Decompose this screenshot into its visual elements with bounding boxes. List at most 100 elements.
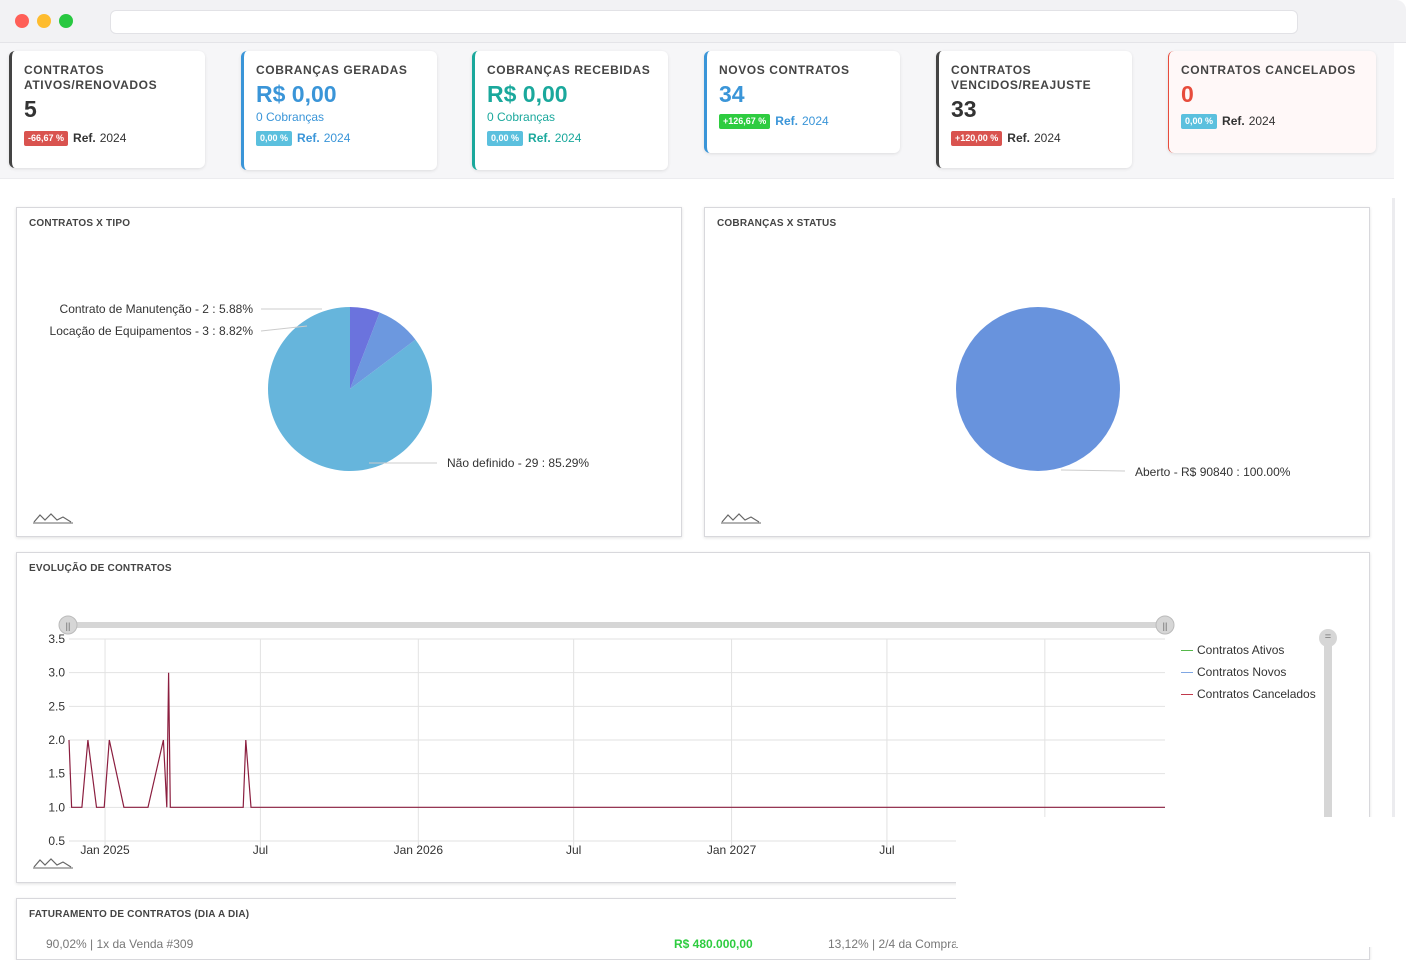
kpi-change-badge: 0,00 %	[487, 130, 524, 146]
y-tick-label: 1.0	[48, 800, 65, 814]
kpi-card-cobrancas-recebidas: COBRANÇAS RECEBIDAS R$ 0,00 0 Cobranças …	[472, 51, 668, 170]
y-tick-label: 0.5	[48, 834, 65, 848]
faturamento-fragment-left: 90,02% | 1x da Venda #309	[46, 937, 194, 951]
legend-item-contratos-novos[interactable]: Contratos Novos	[1181, 665, 1286, 679]
kpi-ref-year: 2024	[554, 131, 582, 145]
kpi-label: CONTRATOS VENCIDOS/REAJUSTE	[951, 63, 1092, 92]
kpi-label: COBRANÇAS RECEBIDAS	[487, 63, 651, 77]
range-slider-track[interactable]	[69, 622, 1165, 628]
pie-slice[interactable]	[268, 307, 432, 471]
kpi-strip: CONTRATOS ATIVOS/RENOVADOS 5 -66,67 % Re…	[0, 43, 1394, 179]
pie-label-line	[1060, 469, 1126, 472]
x-tick-label: Jul	[566, 843, 581, 857]
minimize-window-icon[interactable]	[37, 14, 51, 28]
kpi-value: R$ 0,00	[487, 81, 568, 107]
kpi-value: R$ 0,00	[256, 81, 337, 107]
pie-chart-cobrancas-status: Aberto - R$ 90840 : 100.00%	[956, 307, 1291, 479]
x-tick-label: Jan 2027	[707, 843, 757, 857]
legend-swatch	[1181, 672, 1193, 674]
x-tick-label: Jan 2025	[80, 843, 130, 857]
panel-title: COBRANÇAS X STATUS	[717, 218, 837, 229]
kpi-ref-year: 2024	[323, 131, 351, 145]
kpi-ref-prefix: Ref.	[297, 131, 320, 145]
pie-label: Locação de Equipamentos - 3 : 8.82%	[50, 324, 254, 338]
kpi-reference: 0,00 % Ref. 2024	[256, 130, 437, 146]
kpi-ref-year: 2024	[1033, 131, 1061, 145]
legend-label: Contratos Ativos	[1197, 643, 1285, 657]
chart-type-icon[interactable]	[33, 510, 73, 524]
kpi-card-cobrancas-geradas: COBRANÇAS GERADAS R$ 0,00 0 Cobranças 0,…	[241, 51, 437, 170]
legend-label: Contratos Novos	[1197, 665, 1287, 679]
kpi-label: CONTRATOS ATIVOS/RENOVADOS	[24, 63, 158, 92]
x-tick-label: Jul	[879, 843, 894, 857]
kpi-ref-prefix: Ref.	[528, 131, 551, 145]
kpi-ref-prefix: Ref.	[1222, 114, 1245, 128]
kpi-reference: +126,67 % Ref. 2024	[719, 113, 900, 129]
panel-title: FATURAMENTO DE CONTRATOS (DIA A DIA)	[29, 909, 250, 920]
address-bar[interactable]	[110, 10, 1298, 34]
kpi-reference: 0,00 % Ref. 2024	[487, 130, 668, 146]
panel-title: EVOLUÇÃO DE CONTRATOS	[29, 563, 172, 574]
faturamento-fragment-mid: R$ 480.000,00	[674, 937, 753, 951]
legend-item-contratos-cancelados[interactable]: Contratos Cancelados	[1181, 687, 1316, 701]
panel-contratos-tipo: CONTRATOS X TIPO Não definido - 29 : 85.…	[16, 207, 682, 537]
content-edge	[1392, 198, 1395, 818]
kpi-ref-year: 2024	[801, 114, 829, 128]
legend-scrollbar[interactable]	[1324, 637, 1332, 819]
kpi-value: 0	[1181, 81, 1194, 107]
kpi-sub: 0 Cobranças	[487, 110, 556, 124]
close-window-icon[interactable]	[15, 14, 29, 28]
range-slider-handle-icon[interactable]	[1155, 615, 1175, 635]
series-line-contratos-cancelados[interactable]	[68, 672, 1165, 808]
pie-chart-contratos-tipo: Não definido - 29 : 85.29% Locação de Equ…	[50, 302, 589, 471]
kpi-card-contratos-vencidos: CONTRATOS VENCIDOS/REAJUSTE 33 +120,00 %…	[936, 51, 1132, 168]
y-tick-label: 1.5	[48, 767, 65, 781]
pie-label: Não definido - 29 : 85.29%	[447, 456, 589, 470]
kpi-change-badge: +126,67 %	[719, 113, 771, 129]
kpi-label: NOVOS CONTRATOS	[719, 63, 850, 77]
kpi-change-badge: 0,00 %	[256, 130, 293, 146]
kpi-card-novos-contratos: NOVOS CONTRATOS 34 +126,67 % Ref. 2024	[704, 51, 900, 153]
pie-slice[interactable]	[350, 307, 380, 389]
kpi-reference: 0,00 % Ref. 2024	[1181, 113, 1376, 129]
handle-grip-icon: ||	[66, 621, 71, 631]
pie-label: Contrato de Manutenção - 2 : 5.88%	[60, 302, 254, 316]
x-tick-label: Jul	[253, 843, 268, 857]
y-tick-label: 2.0	[48, 733, 65, 747]
kpi-value: 33	[951, 96, 977, 122]
panel-title: CONTRATOS X TIPO	[29, 218, 131, 229]
chart-type-icon[interactable]	[721, 510, 761, 524]
kpi-label: COBRANÇAS GERADAS	[256, 63, 408, 77]
kpi-card-contratos-cancelados: CONTRATOS CANCELADOS 0 0,00 % Ref. 2024	[1168, 51, 1376, 153]
faturamento-fragment-right: 13,12% | 2/4 da Compra	[828, 937, 958, 951]
cropped-area	[956, 817, 1406, 947]
kpi-reference: -66,67 % Ref. 2024	[24, 130, 205, 146]
maximize-window-icon[interactable]	[59, 14, 73, 28]
x-tick-label: Jan 2026	[394, 843, 444, 857]
kpi-ref-prefix: Ref.	[775, 114, 798, 128]
kpi-value: 34	[719, 81, 745, 107]
y-tick-label: 3.0	[48, 666, 65, 680]
legend-label: Contratos Cancelados	[1197, 687, 1316, 701]
range-slider-handle-icon[interactable]	[58, 615, 78, 635]
pie-label-line	[260, 325, 308, 332]
kpi-ref-prefix: Ref.	[1007, 131, 1030, 145]
pie-slice[interactable]	[350, 312, 416, 389]
legend-item-contratos-ativos[interactable]: Contratos Ativos	[1181, 643, 1284, 657]
legend-scroll-handle-icon[interactable]: =	[1319, 629, 1337, 647]
kpi-change-badge: +120,00 %	[951, 130, 1003, 146]
pie-label: Aberto - R$ 90840 : 100.00%	[1135, 465, 1291, 479]
pie-slice[interactable]	[956, 307, 1120, 471]
kpi-sub: 0 Cobranças	[256, 110, 325, 124]
kpi-card-contratos-ativos: CONTRATOS ATIVOS/RENOVADOS 5 -66,67 % Re…	[9, 51, 205, 168]
kpi-ref-year: 2024	[99, 131, 127, 145]
kpi-ref-year: 2024	[1248, 114, 1276, 128]
panel-cobrancas-status: COBRANÇAS X STATUS Aberto - R$ 90840 : 1…	[704, 207, 1370, 537]
chart-type-icon[interactable]	[33, 855, 73, 869]
legend-swatch	[1181, 650, 1193, 652]
kpi-change-badge: 0,00 %	[1181, 113, 1218, 129]
y-tick-label: 2.5	[48, 699, 65, 713]
handle-grip-icon: ||	[1163, 621, 1168, 631]
kpi-change-badge: -66,67 %	[24, 130, 69, 146]
kpi-reference: +120,00 % Ref. 2024	[951, 130, 1132, 146]
